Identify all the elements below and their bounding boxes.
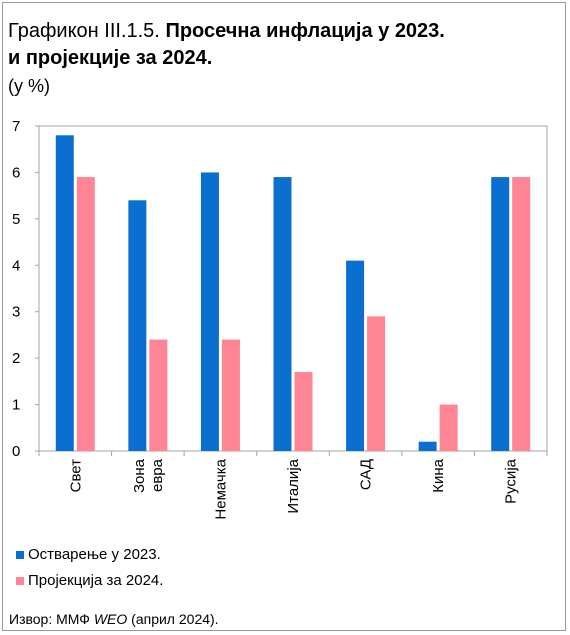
bar-2023 xyxy=(273,177,292,452)
y-tick-label: 6 xyxy=(12,164,20,181)
source-suffix: (април 2024). xyxy=(127,611,219,627)
y-tick-label: 3 xyxy=(12,304,20,321)
source-italic: WEO xyxy=(93,611,128,627)
x-category-label: евра xyxy=(149,458,166,492)
legend-item-2023: Остварење у 2023. xyxy=(16,546,161,563)
title-line1: Просечна инфлација у 2023. xyxy=(165,20,445,42)
bar-2024 xyxy=(512,177,531,452)
bar-2023 xyxy=(346,260,365,451)
bar-2023 xyxy=(128,200,147,451)
source-note: Извор: ММФ WEO (април 2024). xyxy=(9,611,219,627)
bar-2024 xyxy=(149,339,168,451)
bar-2024 xyxy=(439,404,458,451)
y-tick-label: 2 xyxy=(12,350,20,367)
title-prefix: Графикон III.1.5. xyxy=(8,20,160,42)
y-tick-label: 0 xyxy=(12,443,20,460)
x-category-label: Свет xyxy=(67,459,84,492)
legend-swatch-2023 xyxy=(16,550,24,559)
bar-2024 xyxy=(294,372,313,451)
bar-2023 xyxy=(55,135,74,451)
chart-title: Графикон III.1.5. Просечна инфлација у 2… xyxy=(8,18,558,72)
plot-area xyxy=(38,125,548,452)
title-line2: и пројекције за 2024. xyxy=(8,47,213,69)
x-category-label: Русија xyxy=(503,458,520,504)
x-category-label: Немачка xyxy=(212,458,229,519)
y-tick-label: 5 xyxy=(12,211,20,228)
bar-2024 xyxy=(221,339,240,451)
bar-2023 xyxy=(491,177,510,452)
bar-2024 xyxy=(76,177,95,452)
source-prefix: Извор: ММФ xyxy=(9,611,94,627)
x-category-label: САД xyxy=(358,459,375,490)
y-tick-label: 7 xyxy=(12,118,20,135)
y-tick-label: 1 xyxy=(12,397,20,414)
bar-2023 xyxy=(200,172,219,451)
legend-label-2024: Пројекција за 2024. xyxy=(28,572,164,589)
legend-item-2024: Пројекција за 2024. xyxy=(16,572,163,589)
x-category-label: Зона xyxy=(131,458,148,493)
x-category-label: Кина xyxy=(430,458,447,492)
legend-swatch-2024 xyxy=(16,576,24,585)
legend-label-2023: Остварење у 2023. xyxy=(28,546,161,563)
x-category-label: Италија xyxy=(285,458,302,513)
bar-chart: 0 1 2 3 4 5 6 7 Свет Зона евра Немачка Италија САД Кин… xyxy=(12,118,548,520)
y-tick-label: 4 xyxy=(12,257,20,274)
unit-label: (у %) xyxy=(8,76,50,96)
bar-2024 xyxy=(367,316,386,451)
bar-2023 xyxy=(418,441,437,451)
